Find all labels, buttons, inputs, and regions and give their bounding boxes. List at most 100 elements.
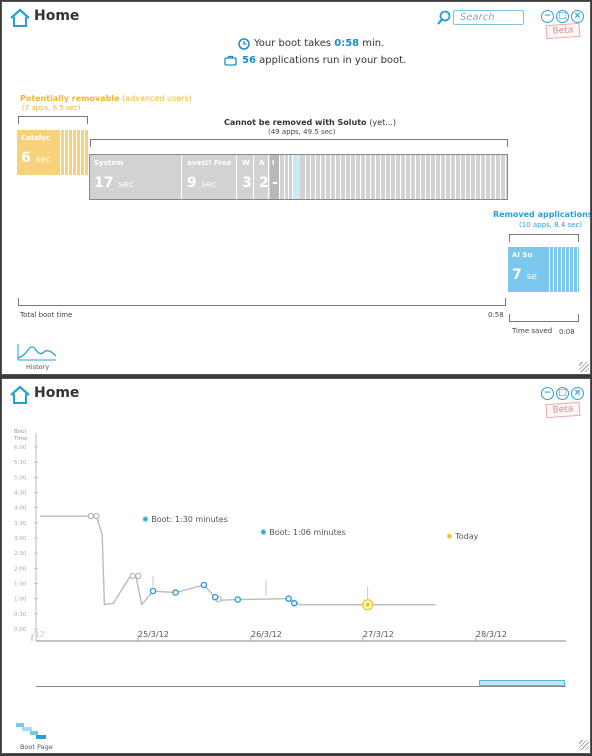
title-bar: Home Search − □ × Beta (2, 2, 590, 40)
today-sun-icon: ✹ (446, 532, 453, 541)
clock-icon (238, 38, 250, 50)
scrollbar-thumb[interactable] (479, 680, 565, 686)
time-saved-label: Time saved (512, 327, 553, 335)
history-icon[interactable] (16, 340, 58, 362)
x-tick-label: /12 (32, 630, 45, 639)
cannot-stats: (49 apps, 49.5 sec) (268, 128, 336, 136)
y-tick-label: 5:30 (14, 460, 27, 466)
data-point (149, 587, 157, 595)
resize-grip[interactable] (579, 362, 589, 372)
segment-name: avast! Free (187, 159, 232, 167)
data-point-gray (129, 572, 136, 580)
removable-small-apps (57, 130, 89, 175)
close-icon[interactable]: × (571, 387, 584, 400)
data-point (200, 581, 208, 589)
boot-page-label[interactable]: Boot Page (20, 743, 53, 751)
close-icon[interactable]: × (571, 10, 584, 23)
cannot-title: Cannot be removed with Soluto (yet...) (224, 118, 396, 127)
removed-app-time: 7 se (512, 267, 537, 283)
removed-small-apps (546, 247, 579, 292)
boot-history-chart[interactable]: Boot Time 6:00 5:30 5:00 4:30 4:00 3:30 3:00 2:30… (2, 419, 591, 689)
y-tick-label: 1:30 (14, 582, 27, 588)
annotation-today[interactable]: ✹ Today (446, 532, 479, 541)
removed-bar[interactable]: AI Su 7 se (508, 247, 579, 292)
data-point-gray (93, 513, 100, 520)
i-segment[interactable]: I - (270, 155, 280, 199)
removed-title: Removed applications (493, 210, 591, 219)
boot-page-icon[interactable] (16, 721, 46, 741)
resize-grip[interactable] (579, 740, 589, 750)
search-input[interactable]: Search (453, 10, 524, 25)
removable-stats: (7 apps, 8.5 sec) (22, 104, 81, 112)
briefcase-icon (224, 55, 237, 66)
y-tick-label: 3:30 (14, 521, 27, 527)
x-tick-label: 26/3/12 (251, 630, 282, 639)
cannot-remove-bar[interactable]: System 17 sec avast! Free 9 sec W 3 A 2 … (89, 154, 508, 200)
data-point (234, 596, 242, 603)
small-segments (281, 155, 293, 199)
x-tick-label: 28/3/12 (476, 630, 507, 639)
minimize-icon[interactable]: − (541, 10, 554, 23)
y-tick-label: 6:00 (14, 445, 27, 451)
home-icon[interactable] (9, 8, 31, 28)
segment-time: - (272, 175, 278, 191)
home-icon[interactable] (9, 385, 31, 405)
sun-icon: ✺ (260, 528, 267, 537)
data-point-gray (87, 513, 94, 520)
segment-time: 2 (259, 175, 269, 191)
total-boot-label: Total boot time (20, 311, 73, 319)
system-segment[interactable]: System 17 sec (90, 155, 182, 199)
data-point-gray (135, 572, 142, 580)
removed-bracket (509, 234, 579, 242)
highlighted-segment[interactable] (293, 155, 300, 199)
y-tick-label: 4:00 (14, 506, 27, 512)
avast-segment[interactable]: avast! Free 9 sec (183, 155, 237, 199)
total-boot-value: 0:58 (488, 311, 504, 319)
data-point (290, 599, 298, 607)
segment-name: I (272, 159, 275, 167)
y-tick-label: 2:00 (14, 566, 27, 572)
y-axis-label: Boot Time (13, 429, 28, 442)
segment-time: 9 sec (187, 175, 217, 191)
x-tick-label: 27/3/12 (363, 630, 394, 639)
y-tick-label: 5:00 (14, 475, 27, 481)
time-saved-bracket (509, 314, 579, 322)
x-tick-label: 25/3/12 (138, 630, 169, 639)
maximize-icon[interactable]: □ (556, 387, 569, 400)
cannot-bracket (90, 139, 508, 147)
removable-bracket (18, 116, 88, 124)
y-tick-label: 4:30 (14, 491, 27, 497)
apps-count-text: 56 applications run in your boot. (242, 55, 407, 66)
maximize-icon[interactable]: □ (556, 10, 569, 23)
annotation-boot-1[interactable]: ✺ Boot: 1:30 minutes (142, 515, 228, 524)
a-segment[interactable]: A 2 (255, 155, 269, 199)
minimize-icon[interactable]: − (541, 387, 554, 400)
y-tick-label: 3:00 (14, 536, 27, 542)
search-icon[interactable] (436, 10, 452, 26)
annotation-boot-2[interactable]: ✺ Boot: 1:06 minutes (260, 528, 346, 537)
timeline-scrollbar[interactable] (36, 684, 566, 687)
segment-name: A (259, 159, 265, 167)
boot-history-window: Home − □ × Beta Boot Time 6:00 5:30 5:00 4:30… (1, 378, 591, 754)
removable-app-name: Catalyc (21, 134, 51, 142)
total-boot-bracket (18, 298, 506, 306)
data-point (172, 589, 179, 596)
w-segment[interactable]: W 3 (238, 155, 254, 199)
history-label[interactable]: History (26, 363, 50, 371)
segment-name: W (242, 159, 250, 167)
today-point-core (365, 602, 370, 607)
data-point (211, 593, 219, 601)
y-tick-label: 1:00 (14, 597, 27, 603)
series-line (40, 515, 436, 606)
segment-time: 3 (242, 175, 252, 191)
small-segments (301, 155, 507, 199)
time-saved-value: 0:08 (559, 328, 575, 336)
segment-name: System (94, 159, 124, 167)
y-tick-label: 2:30 (14, 551, 27, 557)
removable-title: Potentially removable (advanced users) (20, 94, 192, 103)
window-title: Home (34, 385, 80, 401)
removable-bar[interactable]: Catalyc 6 sec (17, 130, 89, 175)
sun-icon: ✺ (142, 515, 149, 524)
window-title: Home (34, 8, 80, 24)
boot-time-text: Your boot takes 0:58 min. (254, 38, 385, 49)
